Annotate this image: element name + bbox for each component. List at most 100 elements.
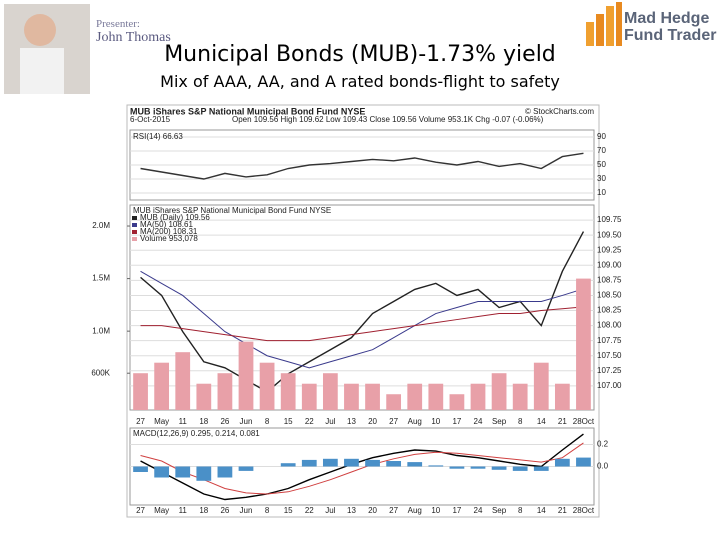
logo bbox=[596, 14, 604, 46]
x-tick-label: 28Oct bbox=[573, 506, 595, 515]
x-tick-label: May bbox=[154, 506, 169, 515]
panel-title: RSI(14) 66.63 bbox=[133, 132, 183, 141]
x-tick-label: Jun bbox=[240, 506, 253, 515]
bar bbox=[491, 373, 507, 410]
series-line bbox=[140, 152, 584, 180]
x-tick-label: 22 bbox=[305, 506, 314, 515]
bar bbox=[217, 466, 233, 478]
bar bbox=[322, 373, 338, 410]
x-tick-label: 27 bbox=[136, 506, 145, 515]
x-tick-label: 13 bbox=[347, 506, 356, 515]
x-tick-label: 15 bbox=[284, 506, 293, 515]
x-tick-label: Sep bbox=[492, 417, 507, 426]
x-tick-label: 22 bbox=[305, 417, 314, 426]
y2-tick-label: 2.0M bbox=[92, 221, 110, 230]
y-tick-label: 109.25 bbox=[597, 245, 622, 254]
bar bbox=[322, 458, 338, 467]
x-tick-label: 14 bbox=[537, 417, 546, 426]
legend-label: MA(200) 108.31 bbox=[140, 227, 198, 236]
bar bbox=[491, 466, 507, 470]
bar bbox=[154, 362, 170, 410]
x-tick-label: 27 bbox=[136, 417, 145, 426]
bar bbox=[301, 383, 317, 410]
x-tick-label: May bbox=[154, 417, 169, 426]
legend-swatch bbox=[132, 237, 137, 241]
quote: Open 109.56 High 109.62 Low 109.43 Close… bbox=[232, 115, 544, 124]
x-tick-label: 14 bbox=[537, 506, 546, 515]
x-tick-label: Jun bbox=[240, 417, 253, 426]
bar bbox=[175, 352, 191, 410]
y-tick-label: 108.25 bbox=[597, 306, 622, 315]
x-tick-label: 10 bbox=[431, 417, 440, 426]
x-tick-label: 28Oct bbox=[573, 417, 595, 426]
slide-subtitle: Mix of AAA, AA, and A rated bonds-flight… bbox=[160, 72, 560, 91]
bar bbox=[554, 383, 570, 410]
x-tick-label: 17 bbox=[452, 506, 461, 515]
bar bbox=[280, 463, 296, 467]
bar bbox=[386, 394, 402, 410]
x-tick-label: 13 bbox=[347, 417, 356, 426]
x-tick-label: Jul bbox=[325, 506, 335, 515]
x-tick-label: 24 bbox=[474, 506, 483, 515]
bar bbox=[449, 394, 465, 410]
series-line bbox=[140, 433, 584, 501]
x-tick-label: 18 bbox=[199, 506, 208, 515]
presenter-name: John Thomas bbox=[96, 30, 171, 45]
bar bbox=[238, 466, 254, 471]
bar bbox=[280, 373, 296, 410]
legend-swatch bbox=[132, 230, 137, 234]
x-tick-label: 21 bbox=[558, 506, 567, 515]
bar bbox=[344, 458, 359, 467]
y2-tick-label: 600K bbox=[91, 368, 110, 377]
logo bbox=[586, 22, 594, 46]
legend-swatch bbox=[132, 216, 137, 220]
bar bbox=[449, 466, 465, 469]
y-tick-label: 109.75 bbox=[597, 215, 622, 224]
brand: Fund Trader bbox=[624, 27, 717, 44]
bar bbox=[470, 383, 486, 410]
y-tick-label: 109.00 bbox=[597, 260, 622, 269]
series-line bbox=[140, 270, 584, 369]
x-tick-label: 18 bbox=[199, 417, 208, 426]
bar bbox=[365, 459, 380, 467]
x-tick-label: Aug bbox=[408, 417, 422, 426]
bar bbox=[196, 383, 212, 410]
series-line bbox=[140, 306, 584, 342]
x-tick-label: 27 bbox=[389, 506, 398, 515]
x-tick-label: 15 bbox=[284, 417, 293, 426]
y-tick-label: 30 bbox=[597, 174, 606, 183]
bar bbox=[512, 466, 528, 471]
legend-label: MUB (Daily) 109.56 bbox=[140, 213, 210, 222]
logo bbox=[616, 2, 622, 46]
x-tick-label: 24 bbox=[474, 417, 483, 426]
y-tick-label: 90 bbox=[597, 132, 606, 141]
x-tick-label: Aug bbox=[408, 506, 422, 515]
bar bbox=[407, 383, 423, 410]
bar bbox=[428, 465, 444, 467]
y2-tick-label: 1.0M bbox=[92, 326, 110, 335]
panel-title: MUB iShares S&P National Municipal Bond … bbox=[133, 206, 331, 215]
bar bbox=[470, 466, 486, 469]
bar bbox=[533, 466, 549, 471]
bar bbox=[386, 461, 402, 467]
x-tick-label: Jul bbox=[325, 417, 335, 426]
bar bbox=[576, 278, 591, 410]
bar bbox=[365, 383, 380, 410]
bar bbox=[154, 466, 170, 478]
logo bbox=[606, 6, 614, 46]
legend-label: Volume 953,078 bbox=[140, 234, 198, 243]
x-tick-label: 8 bbox=[265, 506, 270, 515]
y-tick-label: 107.00 bbox=[597, 381, 622, 390]
y-tick-label: 50 bbox=[597, 160, 606, 169]
bar bbox=[175, 466, 191, 478]
bar bbox=[133, 373, 148, 410]
bar bbox=[217, 373, 233, 410]
bar bbox=[554, 458, 570, 467]
y-tick-label: 108.50 bbox=[597, 291, 622, 300]
y-tick-label: 108.00 bbox=[597, 321, 622, 330]
date: 6-Oct-2015 bbox=[130, 115, 171, 124]
chart-title: MUB iShares S&P National Municipal Bond … bbox=[130, 106, 365, 116]
slide-title: Municipal Bonds (MUB)-1.73% yield bbox=[164, 42, 556, 67]
